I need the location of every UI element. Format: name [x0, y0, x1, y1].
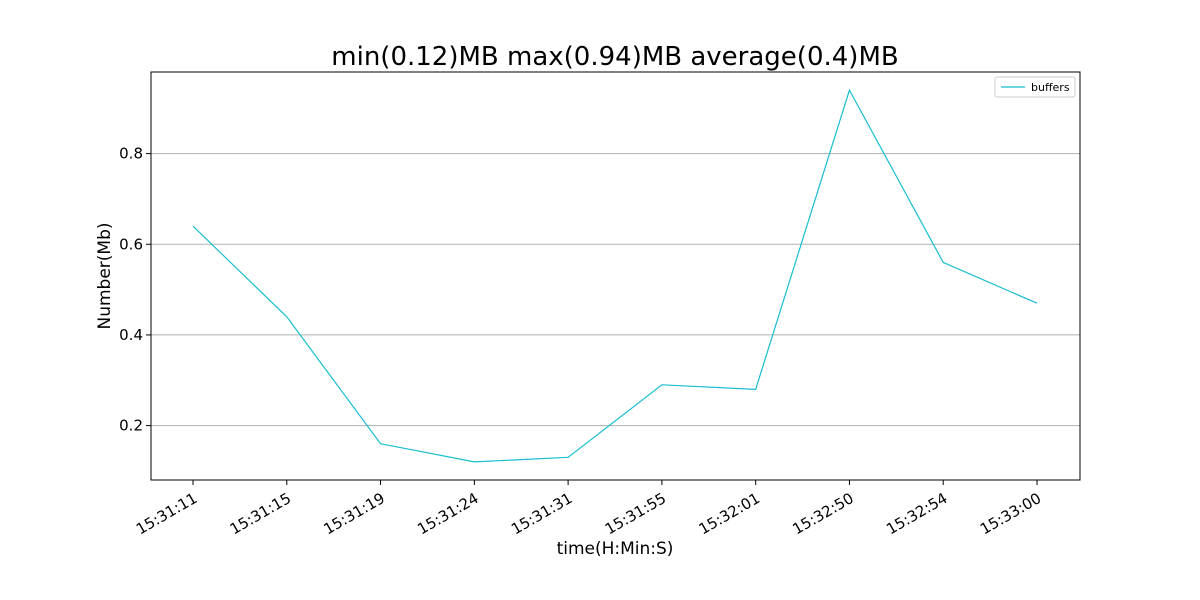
x-axis-label: time(H:Min:S) — [557, 539, 674, 559]
series-line-buffers — [192, 88, 1038, 463]
legend-label-buffers: buffers — [1031, 81, 1070, 94]
gridlines — [151, 153, 1080, 427]
chart-title: min(0.12)MB max(0.94)MB average(0.4)MB — [331, 42, 898, 72]
series-layer — [192, 88, 1038, 463]
y-tick-label: 0.6 — [119, 235, 143, 253]
y-tick-label: 0.2 — [119, 417, 143, 435]
y-axis: 0.2 0.4 0.6 0.8 — [119, 145, 151, 435]
y-axis-label: Number(Mb) — [95, 222, 115, 329]
legend-box — [994, 76, 1076, 98]
y-tick-label: 0.8 — [119, 145, 143, 163]
legend: buffers — [994, 76, 1076, 98]
y-tick-label: 0.4 — [119, 326, 143, 344]
plot-frame — [150, 71, 1081, 481]
